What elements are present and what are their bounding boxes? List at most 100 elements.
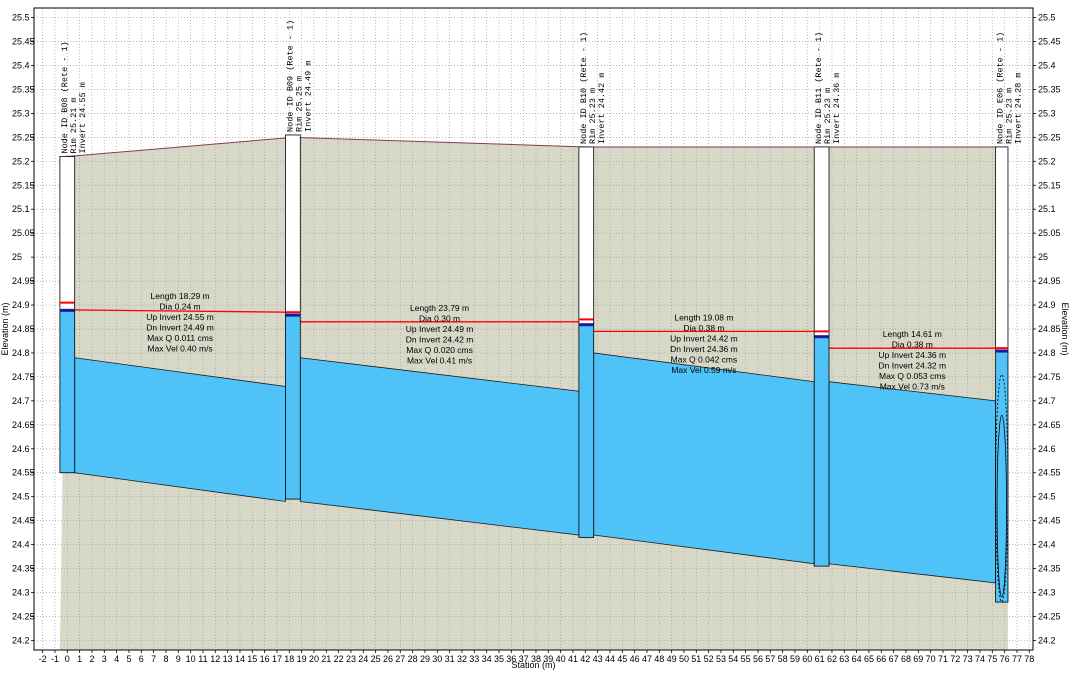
- node-hgl-mark: [285, 311, 301, 314]
- x-tick-label: 26: [383, 654, 393, 664]
- y-tick-label-right: 24.7: [1038, 396, 1056, 406]
- node-label: Invert 24.49 m: [303, 61, 313, 132]
- y-tick-label-left: 24.4: [12, 540, 30, 550]
- y-tick-label-left: 25.5: [12, 13, 30, 23]
- pipe-label-line: Dia 0.24 m: [160, 301, 201, 311]
- y-tick-label-left: 24.35: [12, 564, 35, 574]
- x-tick-label: 32: [457, 654, 467, 664]
- x-tick-label: 61: [815, 654, 825, 664]
- y-tick-label-left: 25.05: [12, 228, 35, 238]
- y-tick-label-left: 24.95: [12, 276, 35, 286]
- node-hgl-mark: [578, 318, 594, 321]
- x-tick-label: 58: [778, 654, 788, 664]
- x-tick-label: 59: [790, 654, 800, 664]
- x-tick-label: 24: [358, 654, 368, 664]
- node-water: [813, 335, 830, 567]
- y-tick-label-left: 24.85: [12, 324, 35, 334]
- pipe-label-line: Max Vel 0.41 m/s: [407, 355, 472, 365]
- y-tick-label-left: 24.65: [12, 420, 35, 430]
- x-tick-label: 36: [506, 654, 516, 664]
- y-tick-label-left: 24.6: [12, 444, 30, 454]
- node-label: Invert 24.36 m: [832, 73, 842, 144]
- x-tick-label: 18: [284, 654, 294, 664]
- node-5: Node ID E06 (Rete - 1) Rim 25.23 m Invert …: [995, 32, 1024, 603]
- y-tick-label-left: 25: [12, 252, 22, 262]
- x-tick-label: 66: [876, 654, 886, 664]
- node-label: Invert 24.55 m: [78, 82, 88, 153]
- x-tick-label: 3: [102, 654, 107, 664]
- x-tick-label: 6: [139, 654, 144, 664]
- x-axis-title: Station (m): [511, 660, 555, 670]
- y-tick-label-left: 24.55: [12, 468, 35, 478]
- pipe-label-line: Max Q 0.042 cms: [671, 354, 738, 364]
- y-tick-label-right: 25.25: [1038, 132, 1061, 142]
- y-tick-label-right: 24.25: [1038, 611, 1061, 621]
- y-tick-label-right: 24.3: [1038, 588, 1056, 598]
- x-tick-label: 62: [827, 654, 837, 664]
- pipe-label-line: Up Invert 24.42 m: [670, 333, 738, 343]
- x-tick-label: 71: [938, 654, 948, 664]
- y-tick-label-left: 25.15: [12, 180, 35, 190]
- outlet-dashed-ellipse: [995, 374, 1009, 603]
- y-tick-label-right: 25.2: [1038, 156, 1056, 166]
- y-tick-label-left: 24.5: [12, 492, 30, 502]
- x-tick-label: 31: [445, 654, 455, 664]
- x-tick-label: 27: [395, 654, 405, 664]
- x-tick-label: 47: [642, 654, 652, 664]
- x-tick-label: 37: [519, 654, 529, 664]
- node-label: Node ID B08 (Rete - 1): [60, 41, 70, 153]
- x-tick-label: 2: [89, 654, 94, 664]
- node-label: Rim 25.21 m: [69, 97, 79, 153]
- node-label: Invert 24.28 m: [1014, 73, 1024, 144]
- x-tick-label: 5: [126, 654, 131, 664]
- node-label: Rim 25.23 m: [823, 88, 833, 144]
- y-tick-label-left: 25.3: [12, 108, 30, 118]
- y-tick-label-right: 24.4: [1038, 540, 1056, 550]
- x-tick-label: 73: [963, 654, 973, 664]
- y-tick-label-right: 24.6: [1038, 444, 1056, 454]
- node-label: Node ID B11 (Rete - 1): [814, 32, 824, 144]
- pipe-label-line: Max Q 0.020 cms: [406, 345, 473, 355]
- node-1: Node ID B08 (Rete - 1) Rim 25.21 m Invert …: [59, 41, 88, 474]
- x-tick-label: 70: [926, 654, 936, 664]
- node-label: Node ID E06 (Rete - 1): [996, 32, 1006, 144]
- x-tick-label: 50: [679, 654, 689, 664]
- y-tick-label-right: 25: [1038, 252, 1048, 262]
- x-tick-label: 33: [469, 654, 479, 664]
- pipe-label-line: Dia 0.30 m: [419, 313, 460, 323]
- y-tick-label-left: 24.45: [12, 516, 35, 526]
- x-tick-label: 77: [1012, 654, 1022, 664]
- node-water: [59, 309, 76, 474]
- node-shaft: [285, 134, 301, 316]
- pipe-label-line: Length 19.08 m: [674, 312, 733, 322]
- x-tick-label: 67: [889, 654, 899, 664]
- x-tick-label: 12: [210, 654, 220, 664]
- x-tick-label: 38: [531, 654, 541, 664]
- y-tick-label-left: 24.75: [12, 372, 35, 382]
- node-label: Rim 25.23 m: [1005, 88, 1015, 144]
- x-tick-label: 55: [741, 654, 751, 664]
- pipe-label-line: Max Q 0.053 cms: [879, 371, 946, 381]
- y-tick-label-right: 25.45: [1038, 37, 1061, 47]
- pipe-label-line: Dia 0.38 m: [683, 323, 724, 333]
- x-tick-label: 39: [543, 654, 553, 664]
- y-tick-label-right: 25.5: [1038, 13, 1056, 23]
- pipe-label-line: Dn Invert 24.32 m: [879, 361, 947, 371]
- pipe-label-line: Max Vel 0.59 m/s: [671, 365, 736, 375]
- y-tick-label-right: 24.9: [1038, 300, 1056, 310]
- y-tick-label-right: 25.05: [1038, 228, 1061, 238]
- x-tick-label: 25: [371, 654, 381, 664]
- node-hgl-mark: [995, 347, 1008, 350]
- x-tick-label: 7: [151, 654, 156, 664]
- node-water-mark: [59, 308, 75, 312]
- pipe-label-line: Dn Invert 24.36 m: [670, 344, 738, 354]
- x-tick-label: 69: [913, 654, 923, 664]
- pipe-label-line: Up Invert 24.36 m: [879, 350, 947, 360]
- x-tick-label: 34: [482, 654, 492, 664]
- pipe-label-line: Max Vel 0.40 m/s: [147, 343, 212, 353]
- pipe-label-line: Length 18.29 m: [151, 291, 210, 301]
